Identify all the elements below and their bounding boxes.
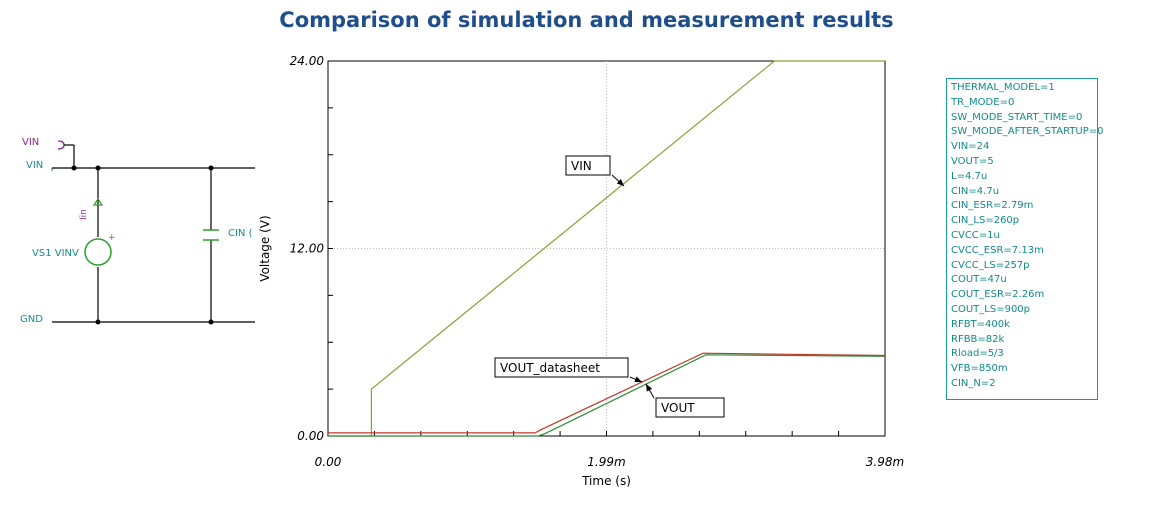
parameter-line: CVCC_ESR=7.13m <box>951 244 1044 256</box>
parameter-line: L=4.7u <box>951 170 988 182</box>
parameter-line: RFBB=82k <box>951 333 1005 345</box>
parameter-line: RFBT=400k <box>951 318 1010 330</box>
x-tick-label: 1.99m <box>587 455 625 469</box>
parameter-line: COUT_LS=900p <box>951 303 1031 315</box>
cap-label: CIN ( <box>228 228 253 239</box>
parameter-line: VOUT=5 <box>951 155 994 167</box>
parameter-line: TR_MODE=0 <box>951 96 1015 108</box>
tick-marks <box>328 107 840 436</box>
parameter-line: CIN=4.7u <box>951 185 1000 197</box>
parameter-line: CIN_N=2 <box>951 377 996 389</box>
parameter-line: Rload=5/3 <box>951 348 1004 360</box>
tick-labels: 0.00 1.99m 3.98m 0.00 12.00 24.00 <box>290 54 905 469</box>
vin-port-label: VIN <box>22 137 39 148</box>
y-axis-label: Voltage (V) <box>258 215 272 281</box>
parameter-line: CVCC=1u <box>951 229 1000 241</box>
annotation-box <box>565 155 611 176</box>
parameter-line: CIN_LS=260p <box>951 215 1020 227</box>
series-line-vout-datasheet <box>328 352 886 434</box>
current-label: Iin <box>79 209 89 220</box>
parameter-box: THERMAL_MODEL=1 TR_MODE=0 SW_MODE_START_TI… <box>946 78 1104 400</box>
y-tick-label: 12.00 <box>290 242 325 256</box>
x-axis-label: Time (s) <box>581 474 631 488</box>
parameter-line: VIN=24 <box>951 141 990 153</box>
ammeter-arrow-icon <box>92 197 104 206</box>
parameter-line: SW_MODE_START_TIME=0 <box>951 111 1083 123</box>
annotation-label: VOUT <box>661 401 695 415</box>
series-group <box>328 60 886 437</box>
page-title: Comparison of simulation and measurement… <box>279 8 894 32</box>
vin-net-label: VIN <box>26 160 43 171</box>
parameter-line: COUT=47u <box>951 274 1007 286</box>
plus-sign: + <box>108 233 116 243</box>
annotations: VIN VOUT_datasheet VOUT <box>494 155 725 418</box>
parameter-line: VFB=850m <box>951 363 1008 375</box>
parameter-line: THERMAL_MODEL=1 <box>951 82 1055 93</box>
parameter-line: CVCC_LS=257p <box>951 259 1030 271</box>
parameter-line: COUT_ESR=2.26m <box>951 289 1045 301</box>
y-tick-label: 0.00 <box>297 429 324 443</box>
x-tick-label: 0.00 <box>315 455 342 469</box>
gnd-label: GND <box>20 314 43 325</box>
series-line-vout <box>328 354 886 437</box>
parameter-line: SW_MODE_AFTER_STARTUP=0 <box>951 126 1104 138</box>
voltage-source-icon <box>84 238 112 266</box>
arrowhead-icon <box>646 384 653 392</box>
y-tick-label: 24.00 <box>290 54 325 68</box>
annotation-box <box>494 357 629 378</box>
junction-dot <box>71 165 77 171</box>
source-label: VS1 VINV <box>32 248 79 259</box>
annotation-label: VOUT_datasheet <box>500 361 600 375</box>
annotation-label: VIN <box>571 159 592 173</box>
arrowhead-icon <box>634 376 642 383</box>
parameter-line: CIN_ESR=2.79m <box>951 200 1034 212</box>
annotation-box <box>655 397 725 418</box>
x-tick-label: 3.98m <box>866 455 904 469</box>
arrowhead-icon <box>616 179 624 186</box>
